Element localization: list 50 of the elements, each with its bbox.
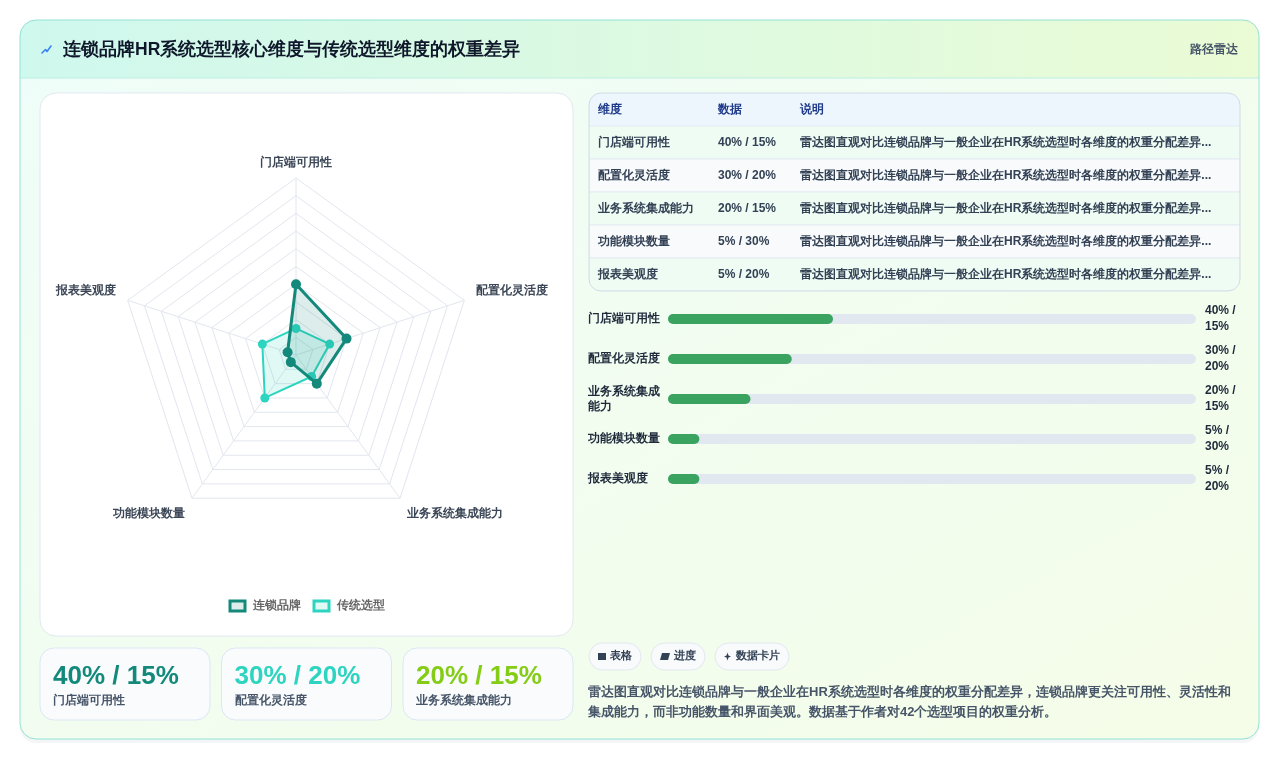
text: 路径雷达 [1189,42,1239,56]
bar [668,474,700,484]
text: 20% / 15% [1205,383,1237,414]
spoke-label: 配置化灵活度 [475,282,548,297]
category-label: 配置化灵活度 [234,693,307,707]
spoke-label: 门店端可用性 [260,155,332,169]
y-tick-label: 配置化灵活度 [588,351,660,366]
category-label: 业务系统集成能力 [415,693,512,707]
text: 门店端可用性 [598,134,670,149]
text: 业务系统集成能力 [598,200,694,215]
legend-label: 连锁品牌 [251,598,301,613]
y-tick-label: 报表美观度 [587,471,648,486]
text: 功能模块数量 [598,233,670,248]
text: 5% / 20% [718,266,770,281]
text: 30% / 20% [718,167,777,182]
text: 20% / 15% [416,660,542,690]
text: 5% / 30% [718,233,770,248]
text: 5% / 20% [1205,463,1230,494]
category-label: 数据卡片 [735,649,780,662]
text: 雷达图直观对比连锁品牌与一般企业在HR系统选型时各维度的权重分配差异... [800,200,1212,215]
category-label: 表格 [609,649,633,662]
category-label: 维度 [597,101,622,116]
text: 雷达图直观对比连锁品牌与一般企业在HR系统选型时各维度的权重分配差异... [800,167,1212,182]
spoke-label: 功能模块数量 [111,505,185,520]
text: 40% / 15% [53,660,179,690]
text: 雷达图直观对比连锁品牌与一般企业在HR系统选型时各维度的权重分配差异... [800,134,1212,149]
text: 20% / 15% [718,200,777,215]
y-tick-label: 门店端可用性 [588,311,660,326]
text: 5% / 30% [1205,423,1230,454]
spoke-label: 业务系统集成能力 [406,505,504,520]
y-tick-label: 功能模块数量 [587,431,660,446]
category-label: 数据 [717,101,742,116]
legend-label: 传统选型 [335,598,385,613]
text: 配置化灵活度 [598,167,670,182]
chart-title: 连锁品牌HR系统选型核心维度与传统选型维度的权重差异 [62,39,521,59]
category-label: 门店端可用性 [53,693,125,707]
category-label: 进度 [673,649,696,662]
text: 雷达图直观对比连锁品牌与一般企业在HR系统选型时各维度的权重分配差异，连锁品牌更关注可用性、灵活性和集成能力，而非功能数量和界面美观。数据基于作者对42个选型项目的权重分析。 [587,684,1231,719]
y-tick-label: 业务系统集成能力 [587,383,660,413]
category-label: 说明 [799,101,824,116]
text: 30% / 20% [234,660,361,690]
text: 雷达图直观对比连锁品牌与一般企业在HR系统选型时各维度的权重分配差异... [800,233,1212,248]
bar [668,394,751,404]
bar [668,434,700,444]
text: 30% / 20% [1205,343,1237,374]
text: 雷达图直观对比连锁品牌与一般企业在HR系统选型时各维度的权重分配差异... [800,266,1212,281]
text: 40% / 15% [1205,303,1237,334]
text: 40% / 15% [718,134,777,149]
spoke-label: 报表美观度 [55,282,117,297]
bar [668,354,792,364]
